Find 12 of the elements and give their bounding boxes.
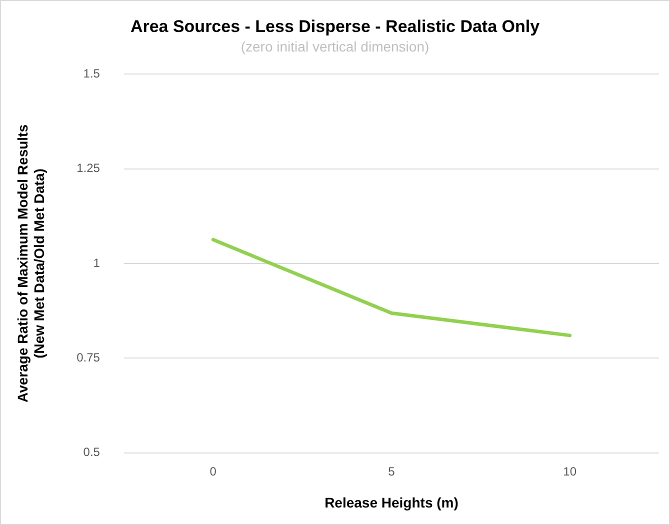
y-tick-label: 1.5	[83, 66, 100, 81]
chart-title: Area Sources - Less Disperse - Realistic Data Only	[130, 16, 540, 36]
chart-subtitle: (zero initial vertical dimension)	[240, 38, 430, 55]
x-axis-title: Release Heights (m)	[324, 494, 458, 510]
x-tick-label: 0	[210, 464, 217, 478]
x-tick-label: 5	[388, 464, 396, 478]
y-tick-label: 1.25	[76, 161, 100, 176]
x-tick-label: 10	[563, 464, 577, 478]
y-axis-title: Average Ratio of Maximum Model Results (New Met Data/Old Met Data)	[14, 124, 48, 402]
y-tick-label: 0.75	[76, 350, 100, 364]
y-tick-label: 1	[93, 256, 100, 270]
y-tick-label: 0.5	[83, 445, 100, 460]
